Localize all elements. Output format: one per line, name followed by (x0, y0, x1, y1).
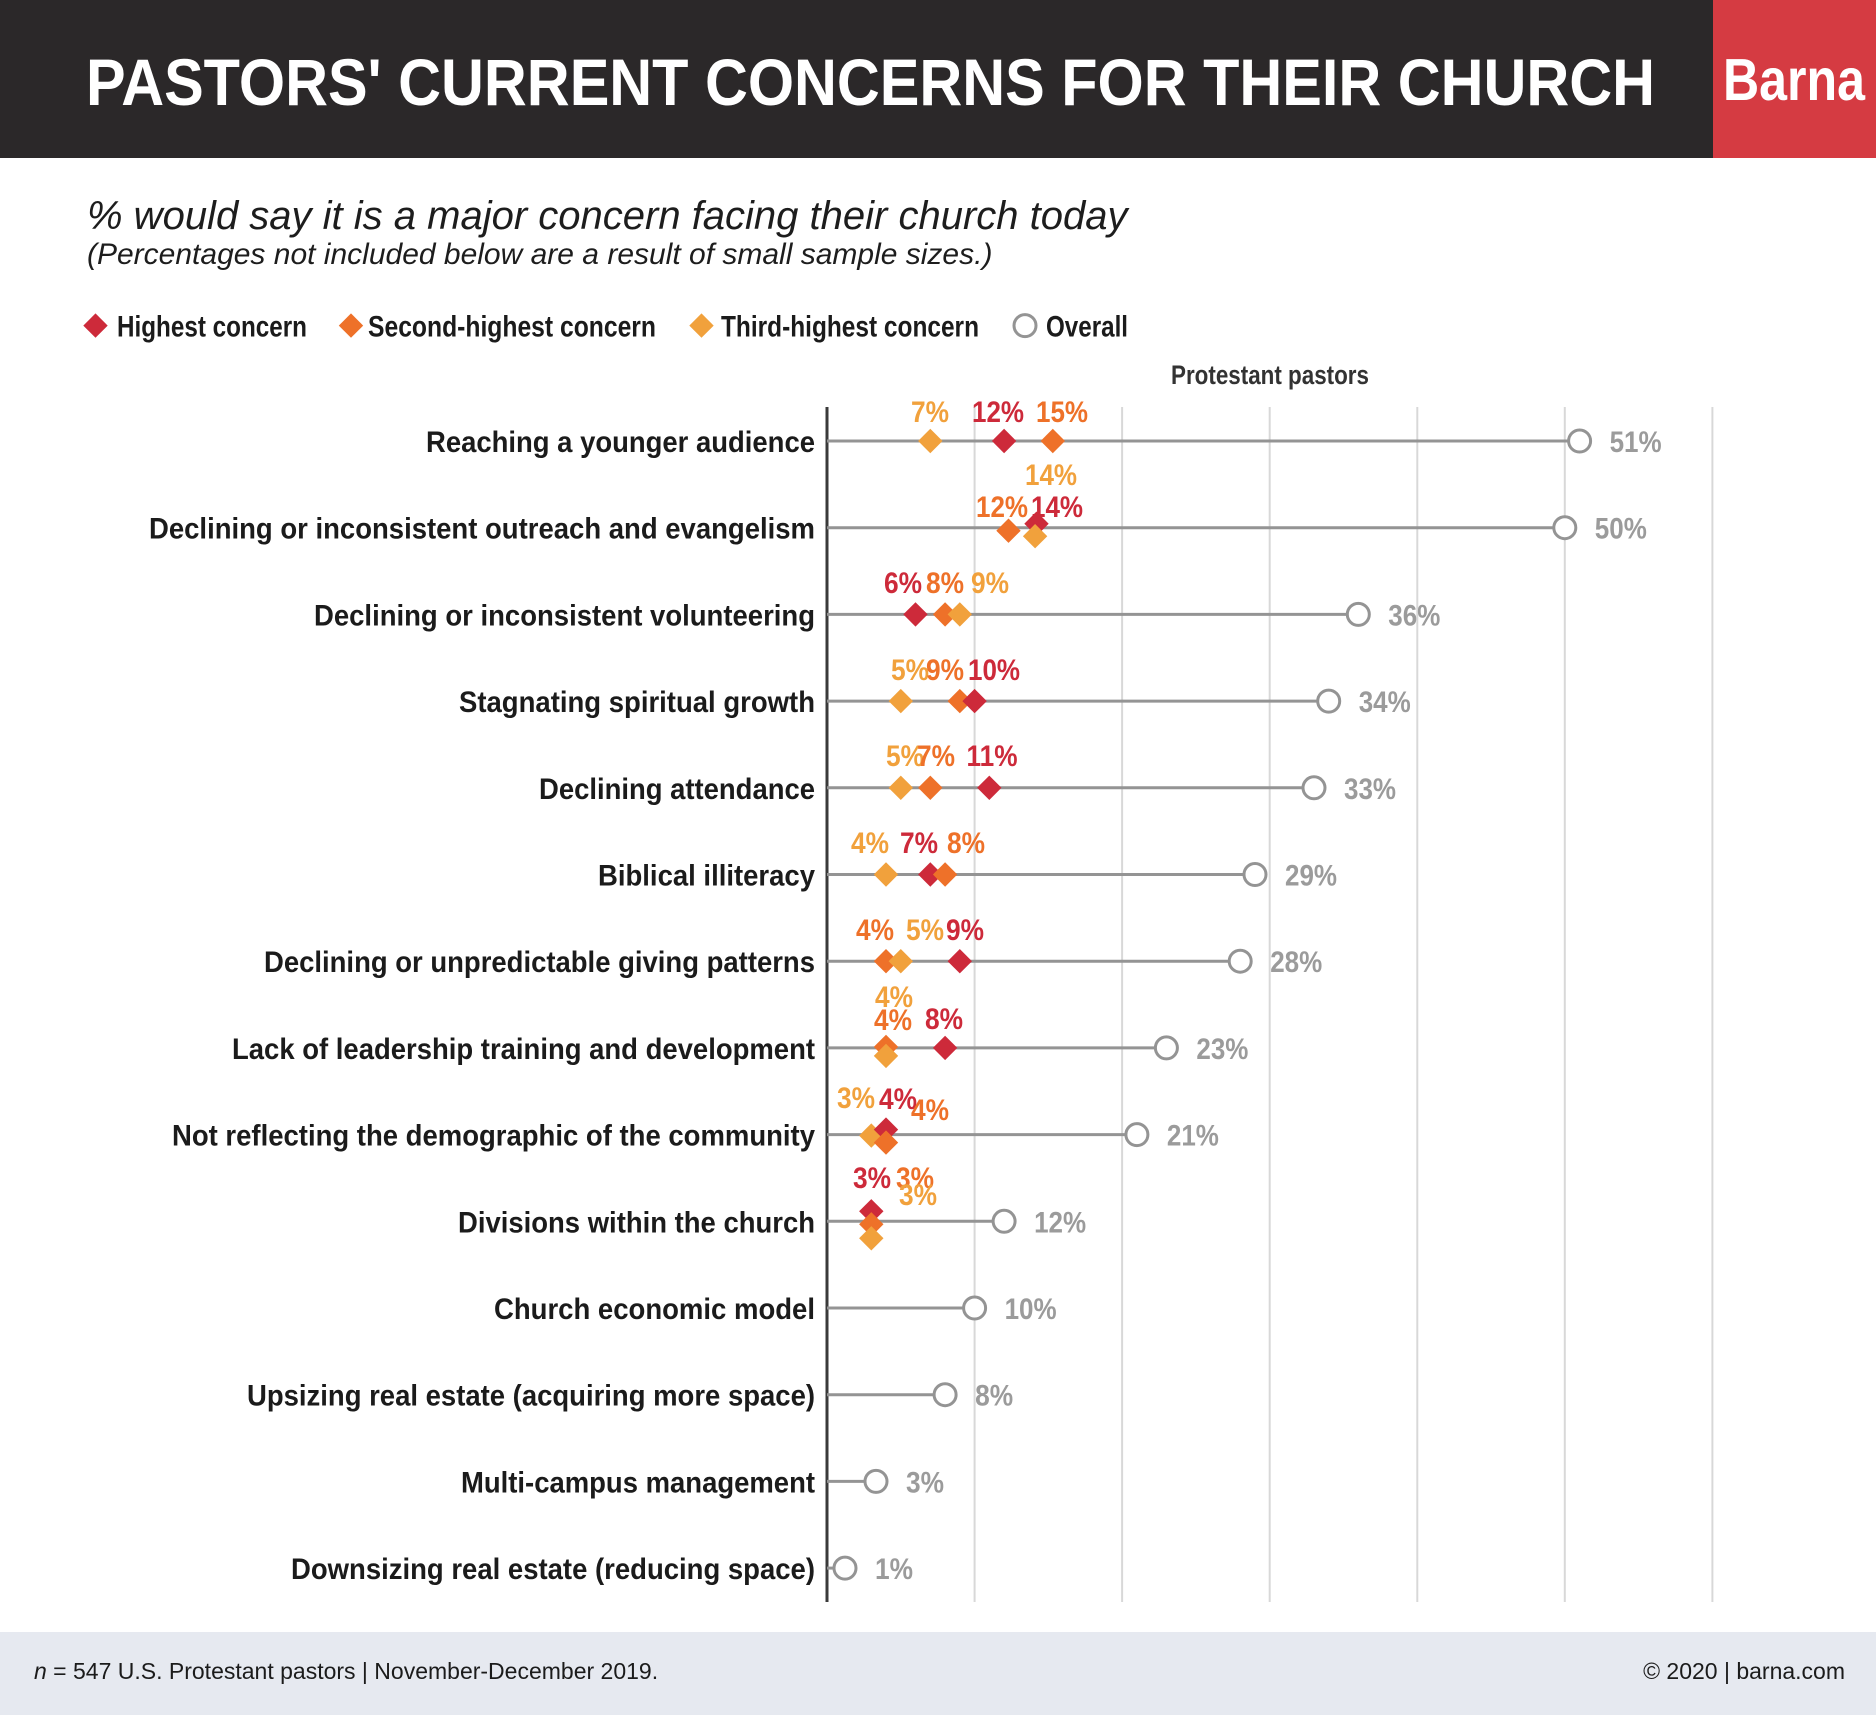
svg-text:n = 547 U.S. Protestant pastor: n = 547 U.S. Protestant pastors | Novemb… (34, 1658, 658, 1684)
svg-text:Barna: Barna (1723, 47, 1866, 113)
svg-text:Downsizing real estate (reduci: Downsizing real estate (reducing space) (291, 1553, 815, 1586)
svg-text:10%: 10% (968, 654, 1020, 687)
svg-text:Divisions within the church: Divisions within the church (458, 1206, 815, 1239)
svg-text:(Percentages not included belo: (Percentages not included below are a re… (87, 238, 992, 271)
svg-text:28%: 28% (1270, 946, 1322, 979)
svg-text:7%: 7% (917, 740, 955, 773)
svg-text:Declining or inconsistent outr: Declining or inconsistent outreach and e… (149, 513, 815, 546)
svg-text:Church economic model: Church economic model (494, 1293, 815, 1326)
svg-text:Multi-campus management: Multi-campus management (461, 1466, 815, 1499)
svg-text:5%: 5% (886, 740, 924, 773)
svg-text:8%: 8% (925, 1003, 963, 1036)
svg-text:8%: 8% (975, 1380, 1013, 1413)
svg-text:Biblical illiteracy: Biblical illiteracy (598, 860, 815, 893)
svg-text:4%: 4% (875, 981, 913, 1014)
svg-text:Declining or inconsistent volu: Declining or inconsistent volunteering (314, 599, 815, 632)
svg-text:34%: 34% (1359, 686, 1411, 719)
svg-text:Reaching a younger audience: Reaching a younger audience (426, 426, 815, 459)
svg-text:15%: 15% (1036, 396, 1088, 429)
svg-text:23%: 23% (1196, 1033, 1248, 1066)
svg-text:Lack of leadership training an: Lack of leadership training and developm… (232, 1033, 815, 1066)
svg-text:8%: 8% (926, 567, 964, 600)
svg-text:5%: 5% (906, 914, 944, 947)
svg-text:14%: 14% (1025, 459, 1077, 492)
svg-text:Not reflecting the demographic: Not reflecting the demographic of the co… (172, 1120, 815, 1153)
svg-text:50%: 50% (1595, 513, 1647, 546)
svg-text:3%: 3% (906, 1466, 944, 1499)
svg-text:Overall: Overall (1046, 311, 1128, 344)
svg-text:29%: 29% (1285, 860, 1337, 893)
svg-text:6%: 6% (884, 567, 922, 600)
svg-text:Highest concern: Highest concern (117, 311, 307, 344)
svg-text:36%: 36% (1388, 599, 1440, 632)
svg-text:9%: 9% (971, 567, 1009, 600)
svg-text:9%: 9% (946, 914, 984, 947)
svg-text:11%: 11% (967, 740, 1018, 773)
svg-text:4%: 4% (856, 914, 894, 947)
svg-text:21%: 21% (1167, 1120, 1219, 1153)
svg-text:Protestant pastors: Protestant pastors (1171, 360, 1369, 390)
svg-text:12%: 12% (1034, 1206, 1086, 1239)
svg-text:Third-highest concern: Third-highest concern (721, 311, 979, 344)
svg-text:7%: 7% (911, 396, 949, 429)
svg-text:4%: 4% (874, 1004, 912, 1037)
svg-text:51%: 51% (1610, 426, 1662, 459)
svg-text:12%: 12% (972, 396, 1024, 429)
svg-text:12%: 12% (976, 491, 1028, 524)
svg-text:4%: 4% (911, 1094, 949, 1127)
svg-text:PASTORS' CURRENT CONCERNS FOR: PASTORS' CURRENT CONCERNS FOR THEIR CHUR… (86, 45, 1655, 119)
svg-text:4%: 4% (879, 1083, 917, 1116)
svg-text:% would say it is a major conc: % would say it is a major concern facing… (87, 194, 1130, 238)
svg-text:3%: 3% (899, 1179, 937, 1212)
svg-text:Declining attendance: Declining attendance (539, 773, 815, 806)
svg-text:3%: 3% (853, 1162, 891, 1195)
svg-text:9%: 9% (926, 654, 964, 687)
svg-text:Second-highest concern: Second-highest concern (368, 311, 656, 344)
svg-text:8%: 8% (947, 827, 985, 860)
svg-text:14%: 14% (1031, 491, 1083, 524)
svg-text:33%: 33% (1344, 773, 1396, 806)
svg-text:5%: 5% (891, 654, 929, 687)
svg-text:© 2020 | barna.com: © 2020 | barna.com (1643, 1658, 1845, 1684)
svg-text:Declining or unpredictable giv: Declining or unpredictable giving patter… (264, 946, 815, 979)
svg-text:7%: 7% (900, 827, 938, 860)
svg-text:3%: 3% (837, 1082, 875, 1115)
svg-text:4%: 4% (851, 827, 889, 860)
svg-text:10%: 10% (1005, 1293, 1057, 1326)
svg-text:Stagnating spiritual growth: Stagnating spiritual growth (459, 686, 815, 719)
svg-text:Upsizing real estate (acquirin: Upsizing real estate (acquiring more spa… (247, 1380, 815, 1413)
svg-text:1%: 1% (875, 1553, 913, 1586)
svg-text:3%: 3% (896, 1162, 934, 1195)
